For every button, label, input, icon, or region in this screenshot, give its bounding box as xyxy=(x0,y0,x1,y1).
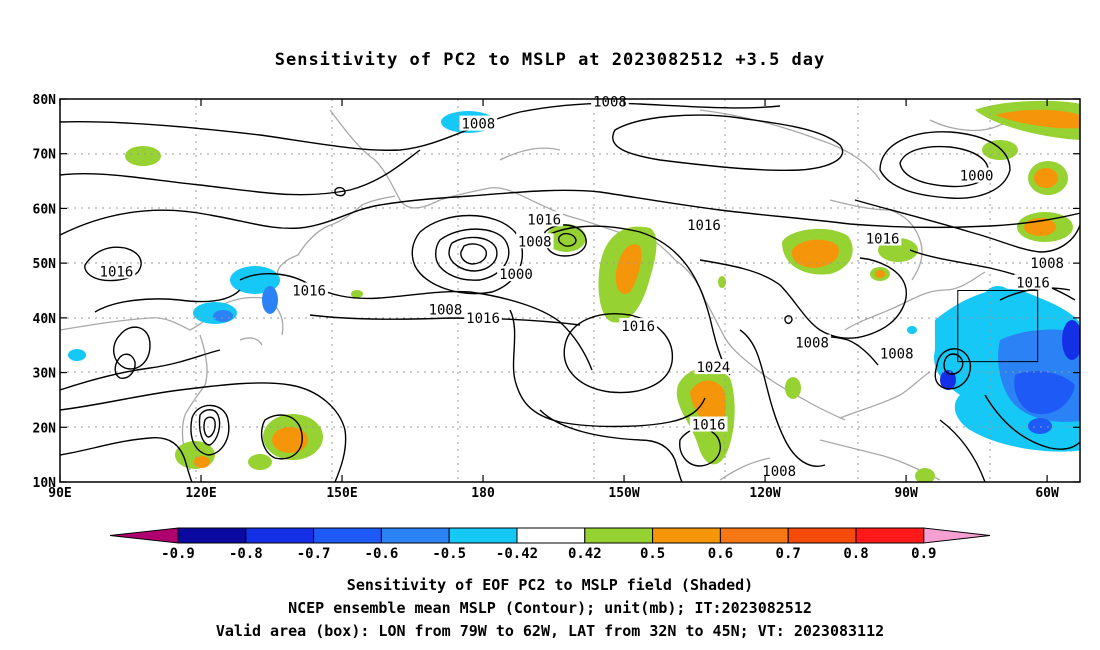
contour-label: 1008 xyxy=(880,346,914,362)
contour-label-bg xyxy=(459,115,498,131)
contour-label-bg xyxy=(793,334,831,350)
colorbar-label: -0.7 xyxy=(297,546,331,562)
colorbar-segment xyxy=(787,527,857,544)
lat-label: 60N xyxy=(33,202,57,217)
contour-label: 1008 xyxy=(795,335,829,351)
contour-label: 1016 xyxy=(1016,275,1050,291)
lat-label: 10N xyxy=(33,476,57,491)
contour-label-bg xyxy=(619,318,657,334)
colorbar-left-arrow xyxy=(109,527,179,544)
colorbar-segment xyxy=(245,527,315,544)
contour-label-bg xyxy=(290,282,328,298)
contour-label-bg xyxy=(685,216,723,232)
contour-label: 1008 xyxy=(593,95,627,111)
contour-label: 1016 xyxy=(687,218,721,234)
colorbar: -0.9 -0.8 -0.7 -0.6 -0.5 -0.42 0.42 0.5 0.6 0.7 0.… xyxy=(109,527,991,562)
lat-label: 30N xyxy=(33,367,57,382)
colorbar-segment xyxy=(380,527,450,544)
colorbar-label: 0.5 xyxy=(640,546,665,562)
contour-label-bg xyxy=(1028,255,1066,271)
gridlines xyxy=(60,99,1080,482)
contour-label: 1000 xyxy=(960,169,994,185)
lon-label: 90E xyxy=(48,486,71,501)
chart-title: Sensitivity of PC2 to MSLP at 2023082512… xyxy=(274,50,826,70)
contour-label: 1016 xyxy=(292,284,326,300)
colorbar-label: 0.8 xyxy=(843,546,868,562)
lat-label: 20N xyxy=(33,421,57,436)
contour-label: 1016 xyxy=(692,418,726,434)
contour-label: 1016 xyxy=(100,264,134,280)
contour-label-bg xyxy=(957,167,996,183)
lat-label: 40N xyxy=(33,312,57,327)
colorbar-segment xyxy=(652,527,721,544)
contour-label: 1008 xyxy=(518,234,552,250)
map-plot-area xyxy=(60,99,1080,482)
lon-label: 120W xyxy=(749,486,780,501)
colorbar-label: -0.5 xyxy=(432,546,466,562)
colorbar-label: 0.42 xyxy=(568,546,602,562)
lon-label: 180 xyxy=(471,486,495,501)
colorbar-segment xyxy=(448,527,518,544)
contour-label-bg xyxy=(426,301,465,317)
contour-label: 1016 xyxy=(621,319,655,335)
contour-label-bg xyxy=(97,263,136,279)
contour-label: 1008 xyxy=(1030,256,1064,272)
contour-label: 1024 xyxy=(697,360,731,376)
colorbar-label: 0.6 xyxy=(708,546,733,562)
footer-line-1: Sensitivity of EOF PC2 to MSLP field (Sh… xyxy=(346,576,754,594)
contour-label-bg xyxy=(525,211,563,227)
coastlines xyxy=(60,109,1071,481)
contour-label-bg xyxy=(877,345,916,361)
contour-label: 1008 xyxy=(461,117,495,133)
lon-label: 150W xyxy=(608,486,639,501)
colorbar-label: 0.9 xyxy=(911,546,936,562)
colorbar-label: -0.42 xyxy=(496,546,538,562)
contour-label: 1000 xyxy=(499,267,533,283)
contour-label-bg xyxy=(863,230,902,246)
contour-label-bg xyxy=(464,309,502,325)
colorbar-right-arrow xyxy=(923,527,991,544)
footer-caption: Sensitivity of EOF PC2 to MSLP field (Sh… xyxy=(0,574,1100,643)
lon-label: 60W xyxy=(1035,486,1059,501)
contour-label: 1008 xyxy=(429,303,463,319)
contour-label-bg xyxy=(694,359,733,375)
colorbar-label: -0.9 xyxy=(161,546,195,562)
mslp-contours xyxy=(60,102,1080,482)
contour-label: 1016 xyxy=(466,311,500,327)
sensitivity-shading xyxy=(68,100,1080,482)
lon-label: 90W xyxy=(894,486,918,501)
contour-label: 1008 xyxy=(762,464,796,480)
colorbar-segment xyxy=(516,527,586,544)
contour-label-bg xyxy=(591,93,629,109)
colorbar-label: -0.8 xyxy=(229,546,263,562)
footer-line-2: NCEP ensemble mean MSLP (Contour); unit(… xyxy=(288,599,812,617)
lat-label: 50N xyxy=(33,257,57,272)
colorbar-segment xyxy=(584,527,654,544)
lat-label: 80N xyxy=(33,93,57,108)
contour-label-bg xyxy=(689,416,728,432)
colorbar-label: -0.6 xyxy=(365,546,399,562)
footer-line-3: Valid area (box): LON from 79W to 62W, L… xyxy=(215,622,885,640)
contour-label-bg xyxy=(1014,274,1052,290)
contour-label: 1016 xyxy=(527,212,561,228)
colorbar-segment xyxy=(719,527,789,544)
lon-label: 150E xyxy=(326,486,357,501)
lat-label: 70N xyxy=(33,148,57,163)
contour-label-bg xyxy=(760,463,798,479)
contour-label: 1016 xyxy=(866,232,900,248)
colorbar-segment xyxy=(855,527,925,544)
colorbar-label: 0.7 xyxy=(776,546,801,562)
contour-label-bg xyxy=(515,233,554,249)
contour-label-bg xyxy=(497,266,535,282)
map-frame xyxy=(59,98,1081,483)
lon-label: 120E xyxy=(185,486,216,501)
colorbar-segment xyxy=(177,527,247,544)
valid-area-box xyxy=(957,290,1039,363)
colorbar-segment xyxy=(313,527,382,544)
